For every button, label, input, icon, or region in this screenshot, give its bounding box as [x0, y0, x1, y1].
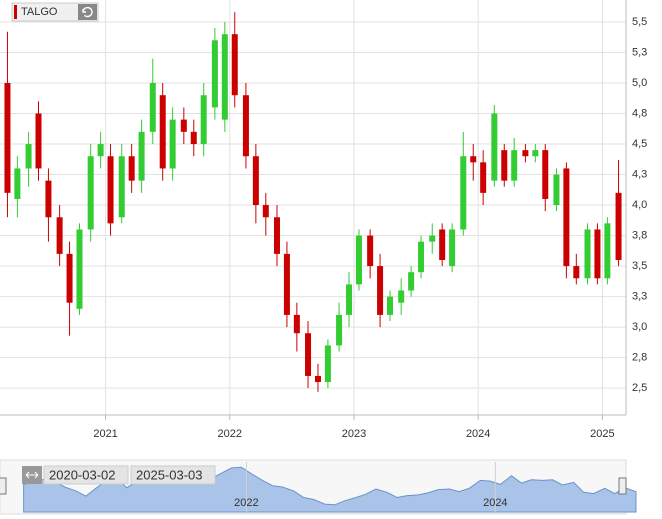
candle-body	[242, 95, 249, 157]
candle-body	[66, 253, 73, 303]
candle-body	[149, 83, 156, 132]
candle-body	[45, 180, 52, 218]
candle-body	[190, 131, 197, 145]
date-input[interactable]	[43, 465, 129, 485]
candle-body	[563, 168, 570, 267]
y-tick-label: 4,3	[632, 168, 647, 180]
candle-body	[604, 223, 611, 279]
x-tick-label: 2025	[590, 428, 614, 440]
candle-body	[460, 156, 467, 230]
candle-body	[97, 144, 104, 157]
candle-body	[4, 83, 11, 193]
navigator-tick-label: 2024	[483, 497, 507, 509]
candle-body	[293, 314, 300, 334]
candle-body	[480, 162, 487, 193]
candle-body	[283, 253, 290, 315]
y-tick-label: 4,8	[632, 107, 647, 119]
start-date: 2020-03-02	[49, 467, 116, 482]
candle-body	[211, 40, 218, 108]
candle-body	[159, 95, 166, 169]
candle-body	[501, 150, 508, 181]
y-tick-label: 2,5	[632, 382, 647, 394]
candle-body	[87, 156, 94, 230]
candle-body	[573, 266, 580, 279]
y-tick-label: 3,0	[632, 321, 647, 333]
date-input[interactable]	[130, 465, 216, 485]
candle-body	[470, 156, 477, 163]
candle-body	[200, 95, 207, 145]
candles	[4, 12, 622, 392]
candle-body	[56, 217, 63, 254]
candle-body	[305, 333, 312, 376]
candle-body	[118, 156, 125, 218]
legend-label: TALGO	[21, 6, 58, 18]
candle-body	[429, 235, 436, 242]
y-tick-label: 5,3	[632, 46, 647, 58]
candle-body	[262, 205, 269, 218]
grid	[0, 0, 626, 415]
candle-body	[615, 192, 622, 260]
candle-body	[418, 241, 425, 273]
candle-body	[367, 235, 374, 267]
candle-body	[377, 266, 384, 315]
candle-body	[314, 375, 321, 383]
refresh-icon	[82, 6, 93, 18]
navigator-tick-label: 2022	[234, 497, 258, 509]
candle-body	[14, 168, 21, 199]
candle-body	[128, 156, 135, 181]
candle-body	[355, 235, 362, 285]
x-tick-label: 2023	[342, 428, 366, 440]
candle-body	[231, 34, 238, 96]
candle-body	[273, 217, 280, 254]
candle-body	[398, 290, 405, 303]
candle-body	[324, 345, 331, 383]
y-tick-label: 3,5	[632, 260, 647, 272]
refresh-button[interactable]	[78, 4, 97, 20]
candle-body	[138, 131, 145, 181]
candle-body	[584, 229, 591, 279]
y-tick-label: 4,0	[632, 199, 647, 211]
end-date: 2025-03-03	[136, 467, 203, 482]
candle-body	[180, 119, 187, 132]
candle-body	[346, 284, 353, 315]
candle-body	[553, 174, 560, 206]
legend: TALGO	[11, 2, 99, 22]
candle-body	[439, 229, 446, 260]
candle-body	[532, 150, 539, 157]
y-tick-label: 5,5	[632, 16, 647, 28]
date-range: 2020-03-02 2025-03-03	[22, 465, 216, 485]
candle-body	[252, 156, 259, 206]
candle-body	[387, 296, 394, 315]
navigator-handle[interactable]	[0, 477, 7, 495]
candle-body	[35, 113, 42, 169]
legend-marker	[14, 5, 17, 19]
x-tick-label: 2021	[93, 428, 117, 440]
candle-body	[491, 113, 498, 181]
candle-body	[511, 150, 518, 181]
candle-body	[449, 229, 456, 267]
candle-body	[169, 119, 176, 169]
navigator-handle[interactable]	[618, 477, 627, 495]
y-tick-label: 4,5	[632, 138, 647, 150]
candle-body	[594, 229, 601, 279]
range-icon	[25, 471, 39, 479]
legend-box	[11, 2, 99, 22]
x-tick-label: 2024	[466, 428, 490, 440]
candle-body	[542, 150, 549, 199]
candle-body	[408, 272, 415, 291]
candle-body	[107, 156, 114, 224]
y-tick-label: 3,8	[632, 229, 647, 241]
candle-body	[336, 314, 343, 346]
candle-body	[522, 150, 529, 157]
candle-body	[221, 34, 228, 120]
navigator-area	[23, 466, 637, 513]
x-tick-label: 2022	[218, 428, 242, 440]
y-tick-label: 5,0	[632, 77, 647, 89]
y-tick-label: 2,8	[632, 352, 647, 364]
y-tick-label: 3,3	[632, 291, 647, 303]
candle-body	[25, 144, 32, 169]
candle-body	[76, 229, 83, 309]
